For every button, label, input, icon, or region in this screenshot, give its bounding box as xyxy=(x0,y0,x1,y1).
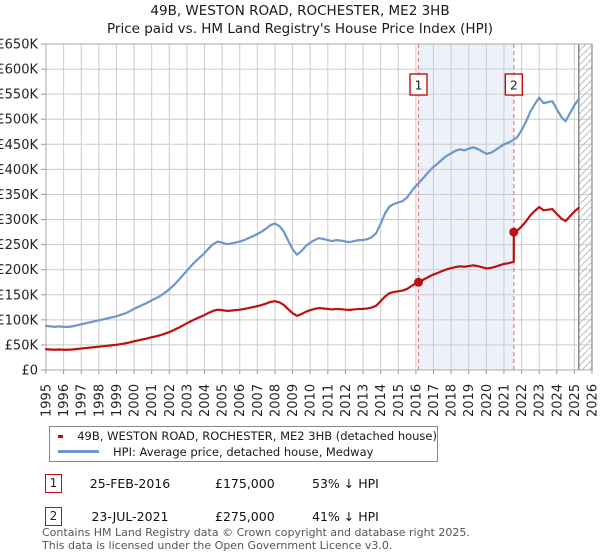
svg-text:2015: 2015 xyxy=(392,384,407,417)
sale-annotation-2: 2 23-JUL-2021 £275,000 41% ↓ HPI xyxy=(0,507,600,527)
svg-text:£150K: £150K xyxy=(0,288,38,303)
svg-text:2022: 2022 xyxy=(515,384,530,417)
sale-flag xyxy=(504,73,523,96)
legend-label-hpi: HPI: Average price, detached house, Medw… xyxy=(113,444,374,459)
svg-text:£0: £0 xyxy=(21,364,38,379)
legend-item-hpi: HPI: Average price, detached house, Medw… xyxy=(50,445,437,459)
sale-2-price: £275,000 xyxy=(215,509,275,524)
svg-text:2000: 2000 xyxy=(128,384,143,417)
svg-text:£600K: £600K xyxy=(0,63,38,78)
svg-text:1998: 1998 xyxy=(92,384,107,417)
svg-text:£50K: £50K xyxy=(5,338,39,353)
legend-item-price: 49B, WESTON ROAD, ROCHESTER, ME2 3HB (de… xyxy=(50,429,437,443)
price-line-swatch xyxy=(58,434,64,438)
svg-text:£650K: £650K xyxy=(0,38,38,53)
svg-text:1995: 1995 xyxy=(40,384,55,417)
future-hatch-region xyxy=(578,44,592,370)
sale-2-badge: 2 xyxy=(45,507,62,526)
svg-text:2004: 2004 xyxy=(198,384,213,417)
price-paid-line xyxy=(44,205,580,351)
svg-text:£300K: £300K xyxy=(0,213,38,228)
svg-text:£350K: £350K xyxy=(0,188,38,203)
footer-line-2: This data is licensed under the Open Gov… xyxy=(42,538,393,552)
svg-text:£100K: £100K xyxy=(0,313,38,328)
svg-text:2024: 2024 xyxy=(550,384,565,417)
svg-text:2005: 2005 xyxy=(216,384,231,417)
page-subtitle: Price paid vs. HM Land Registry's House … xyxy=(107,21,493,37)
svg-text:£400K: £400K xyxy=(0,163,38,178)
sale-1-price: £175,000 xyxy=(215,476,275,491)
svg-text:2: 2 xyxy=(510,78,518,93)
svg-text:2010: 2010 xyxy=(304,384,319,417)
svg-text:1: 1 xyxy=(415,78,423,93)
svg-text:2007: 2007 xyxy=(251,384,266,417)
svg-text:2016: 2016 xyxy=(409,384,424,417)
svg-text:£550K: £550K xyxy=(0,88,38,103)
svg-text:2019: 2019 xyxy=(462,384,477,417)
svg-text:£200K: £200K xyxy=(0,263,38,278)
sale-point xyxy=(509,227,519,237)
sale-2-hpi-note: 41% ↓ HPI xyxy=(312,509,379,524)
svg-text:2017: 2017 xyxy=(427,384,442,417)
svg-text:2014: 2014 xyxy=(374,384,389,417)
svg-text:2002: 2002 xyxy=(163,384,178,417)
sale-annotation-1: 1 25-FEB-2016 £175,000 53% ↓ HPI xyxy=(0,474,600,494)
svg-text:£500K: £500K xyxy=(0,113,38,128)
svg-text:2026: 2026 xyxy=(586,384,600,417)
sale-1-date: 25-FEB-2016 xyxy=(89,476,171,491)
between-sales-shading xyxy=(418,44,514,370)
svg-text:2008: 2008 xyxy=(268,384,283,417)
chart-legend: 49B, WESTON ROAD, ROCHESTER, ME2 3HB (de… xyxy=(49,426,438,462)
svg-text:2012: 2012 xyxy=(339,384,354,417)
svg-text:2009: 2009 xyxy=(286,384,301,417)
sale-2-date: 23-JUL-2021 xyxy=(91,509,169,524)
footer-line-1: Contains HM Land Registry data © Crown c… xyxy=(42,526,470,539)
svg-text:2013: 2013 xyxy=(357,384,372,417)
svg-text:1997: 1997 xyxy=(75,384,90,417)
svg-text:2021: 2021 xyxy=(497,384,512,417)
svg-text:1999: 1999 xyxy=(110,384,125,417)
sale-1-hpi-note: 53% ↓ HPI xyxy=(312,476,379,491)
sale-1-badge: 1 xyxy=(45,474,62,493)
svg-text:2003: 2003 xyxy=(180,384,195,417)
page-title: 49B, WESTON ROAD, ROCHESTER, ME2 3HB xyxy=(150,3,450,19)
svg-text:2018: 2018 xyxy=(445,384,460,417)
svg-text:2023: 2023 xyxy=(533,384,548,417)
svg-text:2020: 2020 xyxy=(480,384,495,417)
license-footer: Contains HM Land Registry data © Crown c… xyxy=(42,526,598,552)
svg-text:1996: 1996 xyxy=(57,384,72,417)
svg-text:2011: 2011 xyxy=(321,384,336,417)
svg-text:£450K: £450K xyxy=(0,138,38,153)
svg-text:£250K: £250K xyxy=(0,238,38,253)
svg-text:2006: 2006 xyxy=(233,384,248,417)
hpi-line xyxy=(44,96,580,328)
svg-text:2001: 2001 xyxy=(145,384,160,417)
price-chart: 1995 1996 1997 1998 1999 2000 2001 2002 2003 2004… xyxy=(0,38,600,418)
sale-point xyxy=(414,277,424,287)
hpi-line-swatch xyxy=(58,450,99,454)
sale-flag xyxy=(409,73,428,96)
legend-label-price: 49B, WESTON ROAD, ROCHESTER, ME2 3HB (de… xyxy=(77,429,437,444)
svg-text:2025: 2025 xyxy=(568,384,583,417)
